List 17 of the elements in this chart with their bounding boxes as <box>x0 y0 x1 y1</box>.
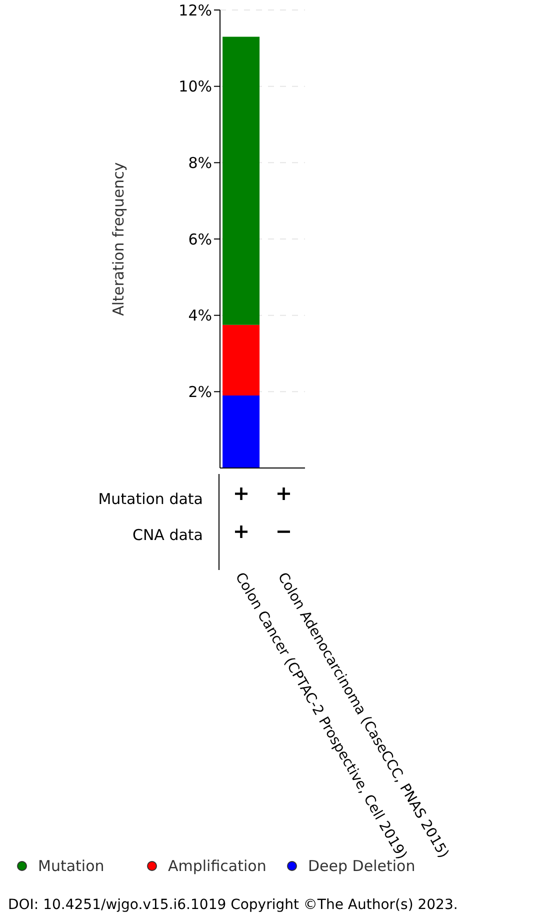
y-tick-label: 6% <box>188 230 212 248</box>
legend-label: Amplification <box>168 857 266 875</box>
text: + <box>232 519 250 543</box>
text: + <box>232 481 250 505</box>
legend-label: Mutation <box>38 857 104 875</box>
text: − <box>275 519 292 543</box>
y-tick-label: 2% <box>188 382 212 401</box>
y-tick-label: 10% <box>178 78 212 96</box>
text: DOI: 10.4251/wjgo.v15.i6.1019 Copyright ©The Author(s) 2023. <box>8 897 458 913</box>
y-tick-label: 4% <box>188 306 212 325</box>
y-tick-label: 8% <box>188 154 212 172</box>
text: Mutation data <box>98 490 203 508</box>
y-axis-title: Alteration frequency <box>109 162 128 316</box>
text: + <box>275 481 292 505</box>
y-tick-label: 12% <box>178 1 212 20</box>
legend-label: Deep Deletion <box>308 857 416 875</box>
text: CNA data <box>132 526 203 544</box>
